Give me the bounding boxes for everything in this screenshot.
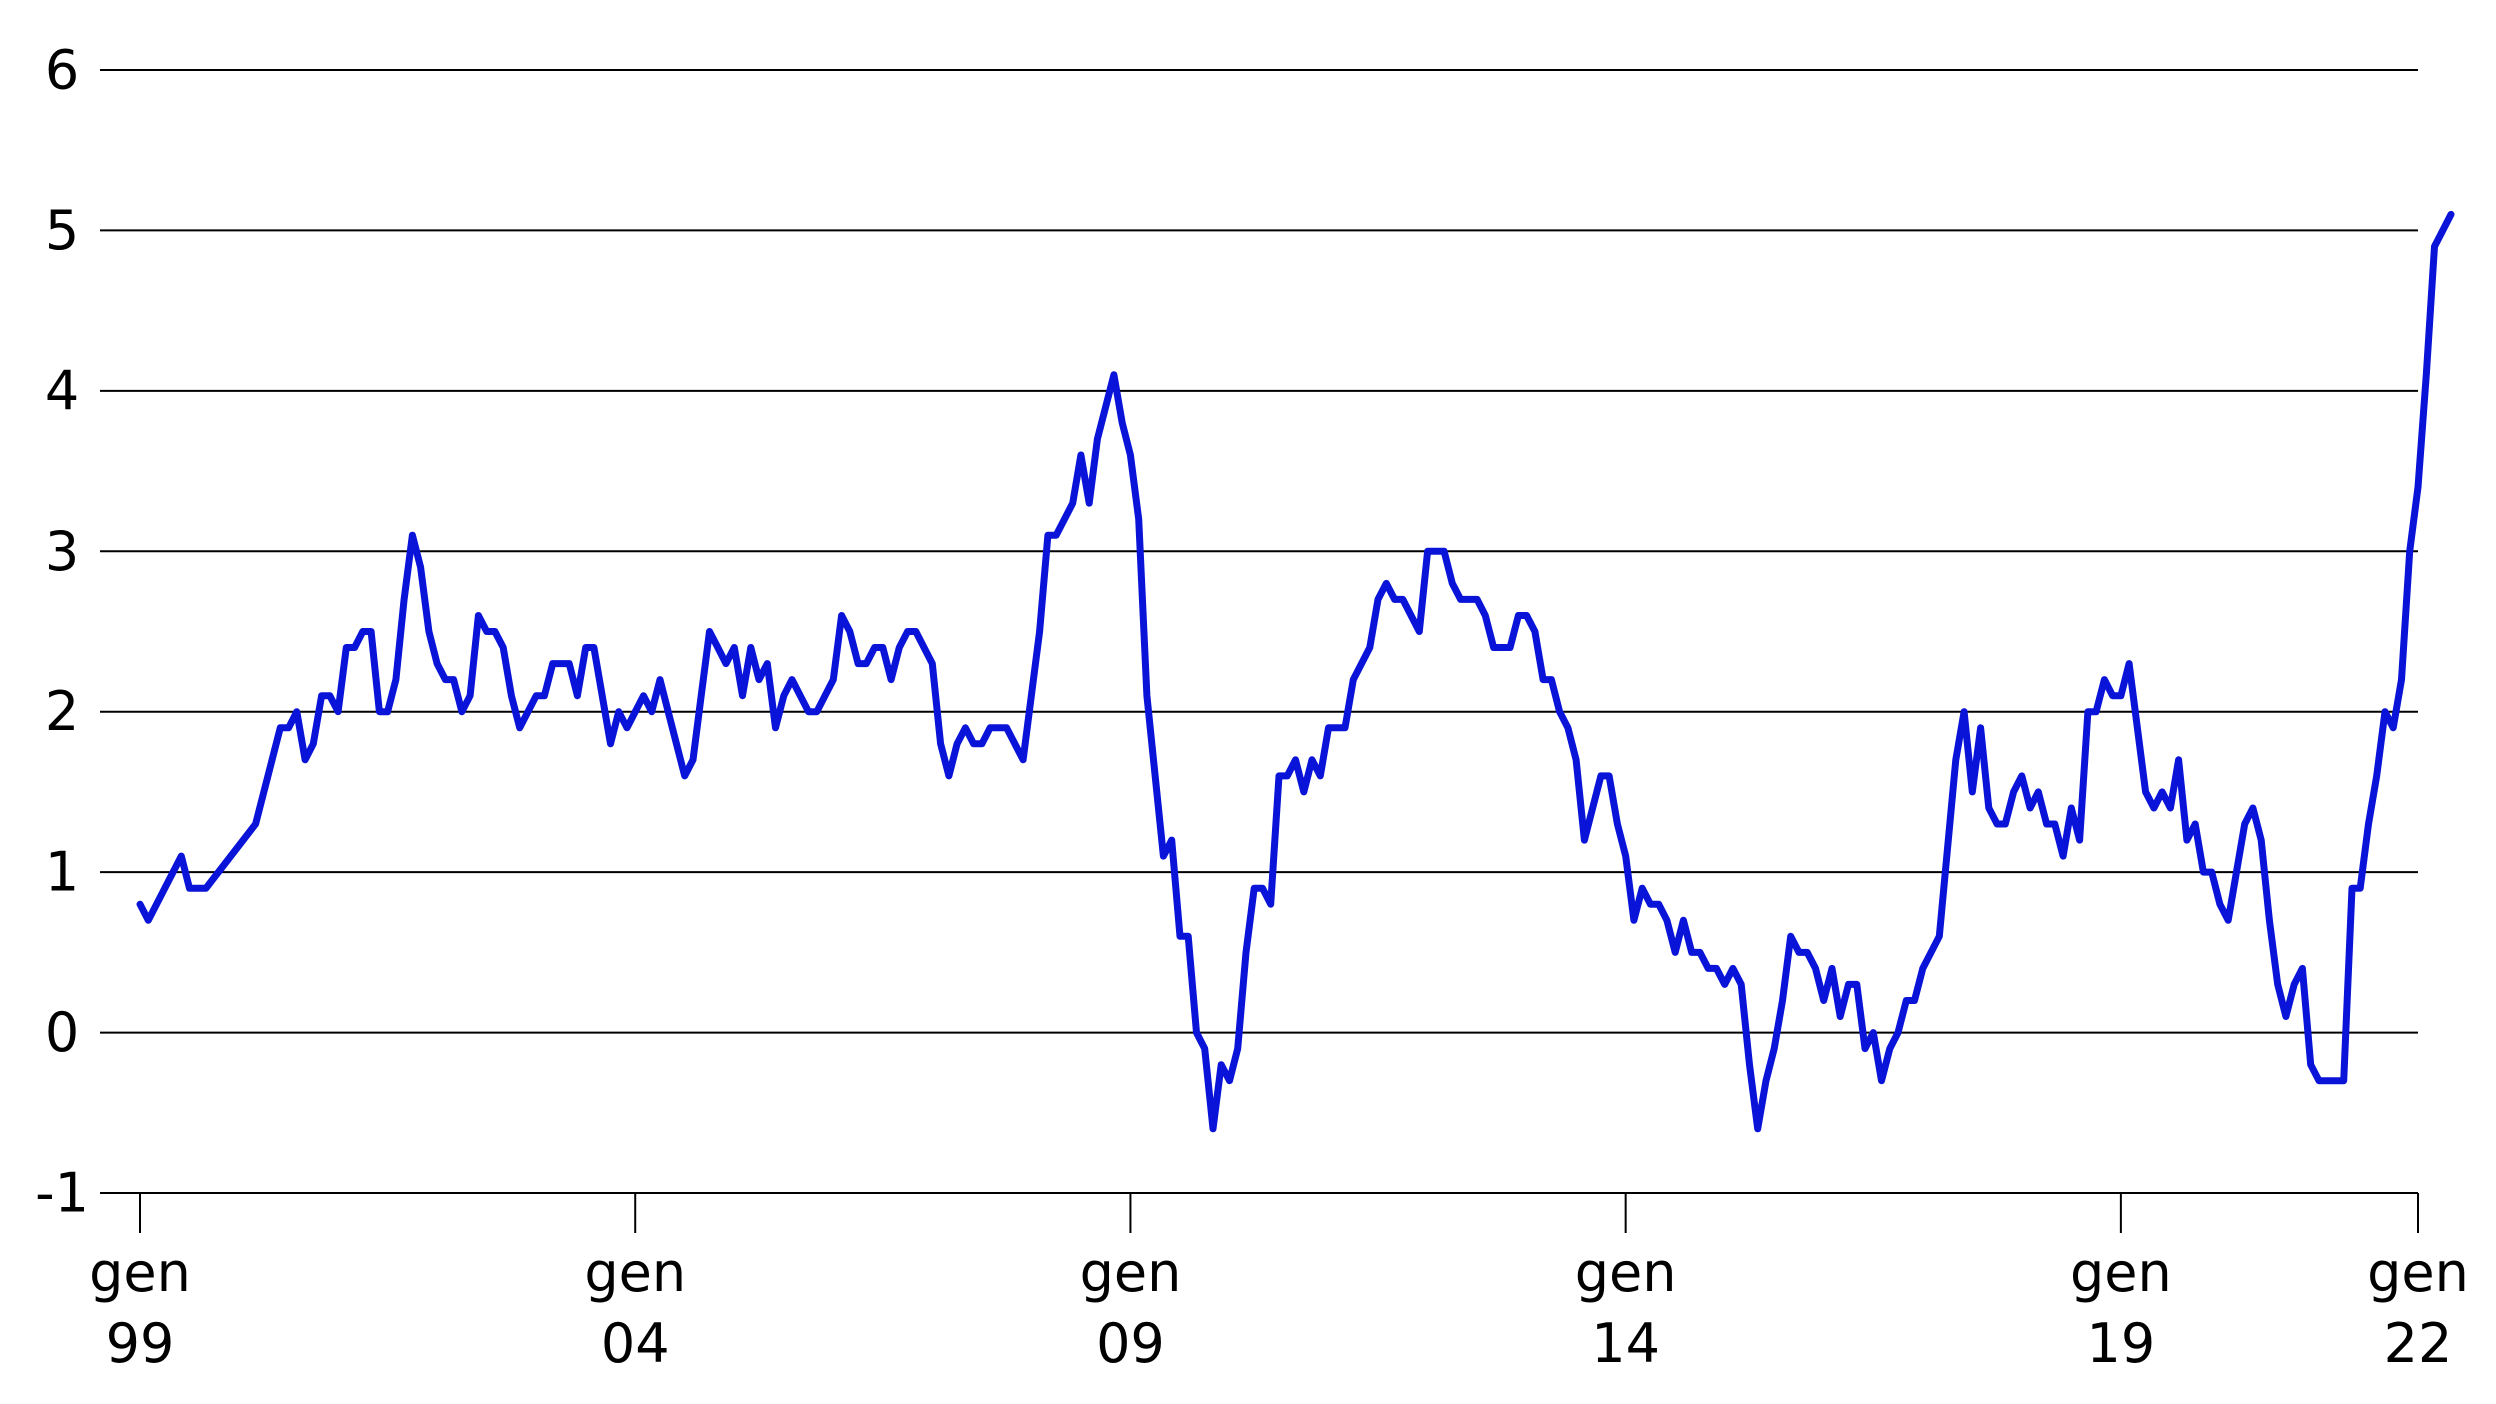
x-axis: gen 99 gen 04 gen 09 gen 14 gen 19 gen 22: [89, 1192, 2469, 1375]
y-tick-label: 4: [45, 359, 79, 422]
x-tick-label-month: gen: [1080, 1241, 1182, 1304]
x-tick-label-year: 99: [106, 1312, 175, 1375]
x-tick-label-month: gen: [584, 1241, 686, 1304]
y-tick-label: 5: [45, 199, 79, 262]
x-tick-label-year: 22: [2384, 1312, 2453, 1375]
y-tick-label: 3: [45, 520, 79, 583]
gridlines: [100, 69, 2418, 1034]
x-tick-label-month: gen: [2070, 1241, 2172, 1304]
x-tick-label-month: gen: [89, 1241, 191, 1304]
y-tick-label: -1: [35, 1162, 89, 1225]
x-tick-label-year: 09: [1096, 1312, 1165, 1375]
series-layer: [136, 210, 2455, 1133]
series-line: [136, 210, 2455, 1133]
y-tick-label: 6: [45, 39, 79, 102]
y-axis-tick-labels: -1 0 1 2 3 4 5 6: [35, 39, 89, 1225]
x-tick-label-year: 04: [601, 1312, 670, 1375]
y-tick-label: 2: [45, 680, 79, 743]
x-tick-label-year: 19: [2087, 1312, 2156, 1375]
x-tick-label-month: gen: [2367, 1241, 2469, 1304]
x-tick-label-year: 14: [1591, 1312, 1660, 1375]
y-tick-label: 1: [45, 841, 79, 904]
x-tick-label-month: gen: [1575, 1241, 1677, 1304]
y-tick-label: 0: [45, 1001, 79, 1064]
